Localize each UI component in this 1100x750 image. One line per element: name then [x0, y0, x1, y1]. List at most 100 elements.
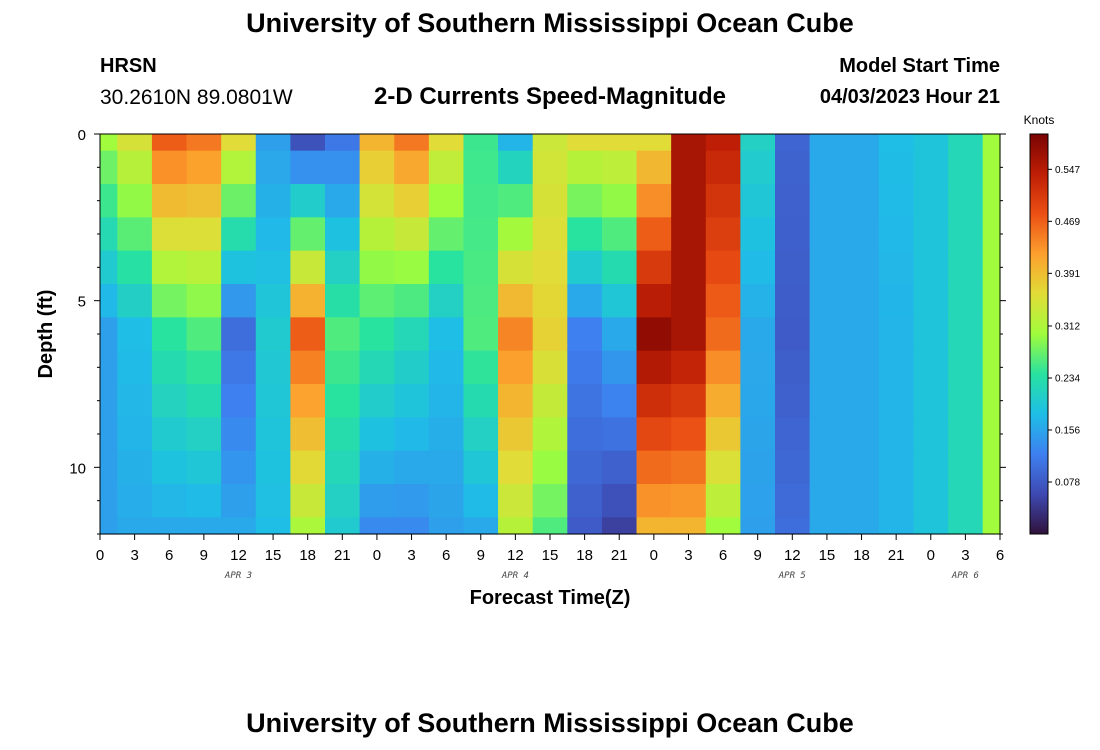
heatmap-cell	[982, 517, 1001, 535]
heatmap-cell	[844, 417, 880, 452]
heatmap-cell	[671, 517, 707, 535]
heatmap-cell	[636, 250, 672, 285]
heatmap-cell	[636, 284, 672, 318]
heatmap-cell	[601, 184, 638, 218]
station-coordinates: 30.2610N 89.0801W	[100, 86, 293, 109]
heatmap-cell	[186, 450, 222, 485]
heatmap-cell	[844, 284, 880, 318]
heatmap-cell	[532, 517, 568, 535]
heatmap-cell	[740, 417, 776, 452]
heatmap-cell	[290, 134, 326, 152]
heatmap-cell	[913, 484, 949, 518]
heatmap-cell	[913, 184, 949, 218]
heatmap-cell	[878, 184, 915, 218]
heatmap-cell	[117, 450, 153, 485]
heatmap-cell	[394, 317, 430, 352]
heatmap-cell	[532, 417, 568, 452]
heatmap-cell	[878, 317, 915, 352]
heatmap-cell	[705, 384, 741, 418]
heatmap-cell	[671, 284, 707, 318]
heatmap-cell	[463, 250, 499, 285]
heatmap-cell	[428, 484, 465, 518]
heatmap-cell	[117, 250, 153, 285]
heatmap-cell	[100, 217, 118, 252]
date-label: APR 4	[501, 571, 529, 581]
heatmap-cell	[671, 250, 707, 285]
heatmap-cell	[740, 134, 776, 152]
heatmap-cell	[775, 284, 811, 318]
heatmap-cell	[809, 284, 845, 318]
x-tick-label: 6	[996, 547, 1004, 564]
heatmap-cell	[567, 517, 603, 535]
heatmap-cell	[221, 284, 257, 318]
heatmap-cell	[775, 184, 811, 218]
heatmap-cell	[705, 450, 741, 485]
heatmap-cell	[255, 417, 291, 452]
heatmap-cell	[221, 450, 257, 485]
heatmap-cell	[601, 384, 638, 418]
heatmap-cell	[601, 517, 638, 535]
heatmap-cell	[221, 350, 257, 385]
heatmap-cell	[498, 217, 534, 252]
heatmap-cell	[463, 284, 499, 318]
heatmap-cell	[982, 134, 1001, 152]
heatmap-cell	[844, 517, 880, 535]
heatmap-cell	[948, 484, 984, 518]
colorbar: Knots 0.078 0.156 0.234 0.312 0.391 0.469 0.54…	[1024, 113, 1080, 535]
heatmap-cell	[359, 484, 395, 518]
heatmap-cell	[740, 350, 776, 385]
heatmap-cell	[463, 384, 499, 418]
x-tick-label: 18	[576, 547, 593, 564]
heatmap-cell	[325, 150, 361, 185]
heatmap-cell	[428, 450, 465, 485]
heatmap-cell	[325, 384, 361, 418]
heatmap-cell	[982, 150, 1001, 185]
heatmap-cell	[878, 217, 915, 252]
heatmap-cell	[948, 250, 984, 285]
heatmap-cell	[601, 317, 638, 352]
heatmap-cell	[532, 150, 568, 185]
heatmap-cell	[567, 317, 603, 352]
heatmap-cell	[498, 150, 534, 185]
heatmap-cell	[982, 350, 1001, 385]
heatmap-cell	[151, 417, 188, 452]
heatmap-cell	[567, 217, 603, 252]
x-axis-title: Forecast Time(Z)	[470, 587, 631, 609]
heatmap-cell	[567, 150, 603, 185]
heatmap-cell	[498, 384, 534, 418]
heatmap-cell	[740, 150, 776, 185]
heatmap-cell	[982, 217, 1001, 252]
heatmap-cell	[394, 134, 430, 152]
heatmap-cell	[428, 350, 465, 385]
heatmap-cell	[255, 450, 291, 485]
heatmap-cell	[913, 317, 949, 352]
heatmap-cell	[948, 384, 984, 418]
heatmap-cell	[394, 217, 430, 252]
heatmap-cell	[636, 484, 672, 518]
heatmap-cell	[982, 384, 1001, 418]
heatmap-cell	[671, 134, 707, 152]
heatmap-cell	[705, 217, 741, 252]
heatmap-cell	[532, 284, 568, 318]
heatmap-cell	[117, 517, 153, 535]
heatmap-cell	[775, 417, 811, 452]
chart-subtitle: 2-D Currents Speed-Magnitude	[373, 83, 727, 110]
heatmap-cell	[428, 217, 465, 252]
heatmap-cell	[463, 134, 499, 152]
heatmap-cell	[151, 150, 188, 185]
heatmap-cell	[740, 384, 776, 418]
heatmap-cell	[498, 317, 534, 352]
heatmap-cell	[740, 317, 776, 352]
colorbar-tick-label: 0.312	[1055, 322, 1080, 333]
heatmap-cell	[100, 484, 118, 518]
heatmap-cell	[117, 317, 153, 352]
heatmap-cell	[100, 250, 118, 285]
heatmap-cell	[186, 284, 222, 318]
x-tick-label: 12	[507, 547, 524, 564]
heatmap-cell	[878, 284, 915, 318]
heatmap-cell	[221, 517, 257, 535]
heatmap-cell	[359, 134, 395, 152]
heatmap-cell	[117, 484, 153, 518]
heatmap-cell	[567, 350, 603, 385]
heatmap-cell	[498, 417, 534, 452]
